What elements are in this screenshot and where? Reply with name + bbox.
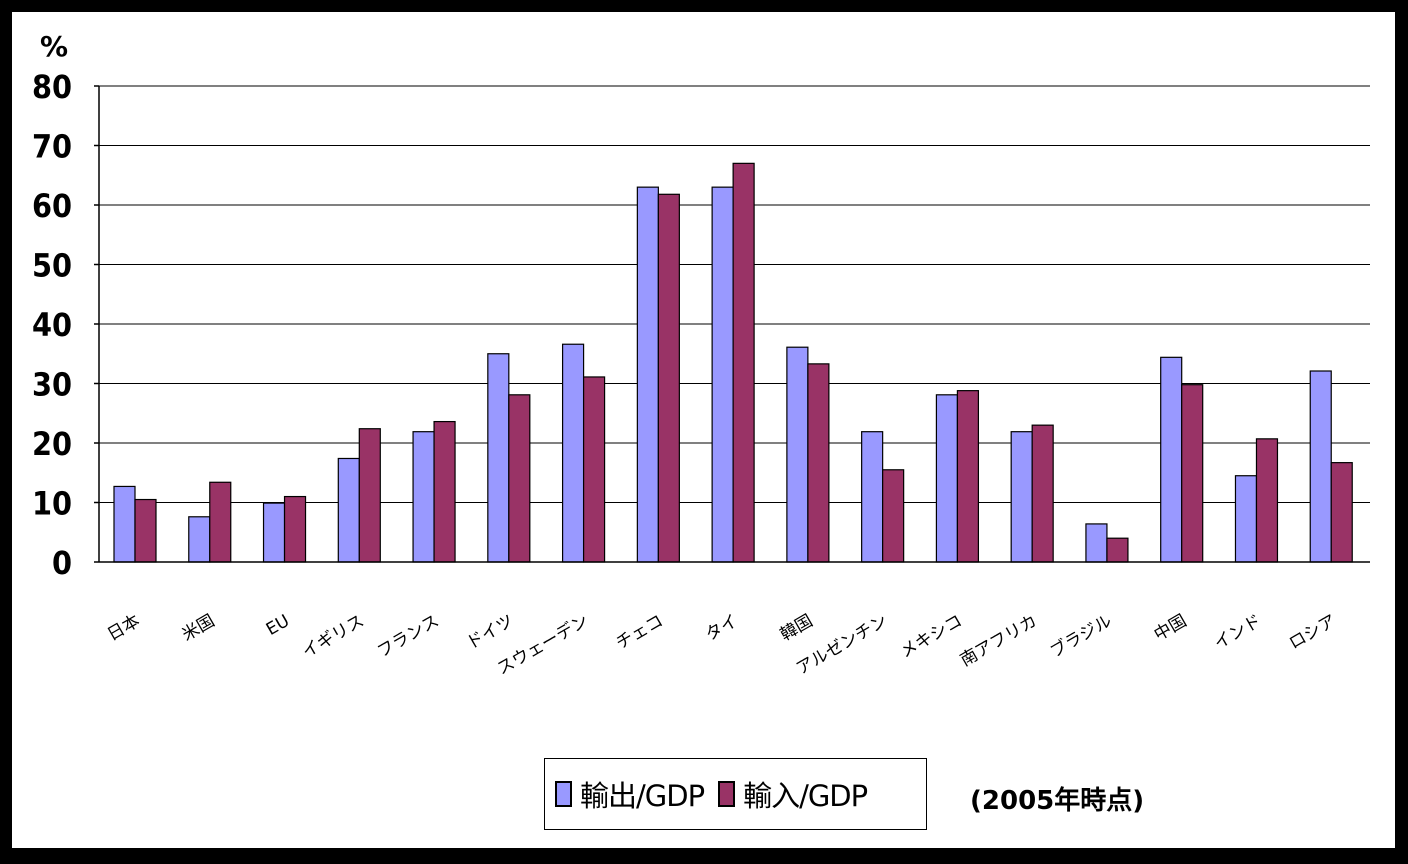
bar-export <box>487 353 510 563</box>
y-tick-label: 20 <box>32 425 72 463</box>
category-label: イギリス <box>299 611 368 662</box>
bar-export <box>262 502 286 563</box>
bar-import <box>1255 438 1279 563</box>
bar-export <box>711 186 734 563</box>
bar-import <box>1031 424 1054 563</box>
bar-export <box>1309 370 1332 563</box>
bar-export <box>113 485 136 563</box>
bar-import <box>209 481 232 563</box>
year-note: (2005年時点) <box>970 786 1145 816</box>
bar-import <box>508 394 531 563</box>
bar-import <box>134 498 157 563</box>
y-tick-labels: 0 10 20 30 40 50 60 70 80 <box>32 68 72 582</box>
y-tick-label: 50 <box>32 247 72 285</box>
y-tick-label: 40 <box>32 306 72 344</box>
legend-item-import: 輸入/GDP <box>718 773 868 815</box>
category-label: ロシア <box>1286 611 1340 654</box>
bar-export <box>1010 431 1033 563</box>
chart-frame: % 0 10 20 30 40 50 60 70 80 日本 米国 EU イギリス フランス ドイツ スウェ… <box>12 12 1395 848</box>
category-label: ブラジル <box>1046 610 1115 662</box>
axes <box>94 85 1370 563</box>
bar-import <box>283 495 307 563</box>
bar-import <box>358 428 381 563</box>
bar-export <box>935 394 959 563</box>
category-label: チェコ <box>613 611 667 654</box>
bar-export <box>412 431 435 563</box>
bar-export <box>188 516 211 563</box>
bars <box>113 162 1353 563</box>
legend-item-export: 輸出/GDP <box>555 773 705 815</box>
bar-import <box>1181 384 1204 563</box>
bar-export <box>861 431 884 563</box>
y-tick-label: 0 <box>52 544 72 582</box>
category-label: タイ <box>702 611 741 645</box>
legend-swatch-export <box>555 781 572 807</box>
category-label: 米国 <box>179 611 218 645</box>
legend: 輸出/GDP 輸入/GDP <box>544 758 927 830</box>
category-label: 韓国 <box>777 611 816 645</box>
bar-import <box>882 469 905 563</box>
category-label: フランス <box>374 611 443 662</box>
bar-import <box>956 390 980 563</box>
category-label: 日本 <box>104 611 143 645</box>
bar-export <box>1234 475 1258 563</box>
bar-import <box>807 363 830 563</box>
legend-swatch-import <box>718 781 736 807</box>
bar-export <box>636 186 659 563</box>
category-label: EU <box>263 611 293 640</box>
category-label: インド <box>1211 611 1265 654</box>
y-tick-label: 10 <box>32 485 72 523</box>
bar-export <box>337 457 360 563</box>
bar-export <box>1085 523 1108 563</box>
y-tick-label: 60 <box>32 187 72 225</box>
y-unit-label: % <box>40 30 68 63</box>
bar-export <box>1160 356 1183 563</box>
bar-import <box>433 420 456 563</box>
y-tick-label: 30 <box>32 366 72 404</box>
legend-label-export: 輸出/GDP <box>580 779 705 813</box>
bar-import <box>582 376 606 563</box>
category-label: メキシコ <box>897 611 966 662</box>
bar-import <box>1106 537 1129 563</box>
bar-import <box>732 162 755 563</box>
category-label: ドイツ <box>463 611 517 654</box>
y-tick-label: 70 <box>32 128 72 166</box>
y-tick-label: 80 <box>32 68 72 106</box>
bar-import <box>657 193 680 563</box>
category-label: 中国 <box>1151 611 1190 645</box>
category-label: 南アフリカ <box>957 611 1041 671</box>
bar-export <box>561 343 585 563</box>
bar-import <box>1330 462 1353 563</box>
legend-label-import: 輸入/GDP <box>743 779 868 813</box>
bar-export <box>786 346 809 563</box>
